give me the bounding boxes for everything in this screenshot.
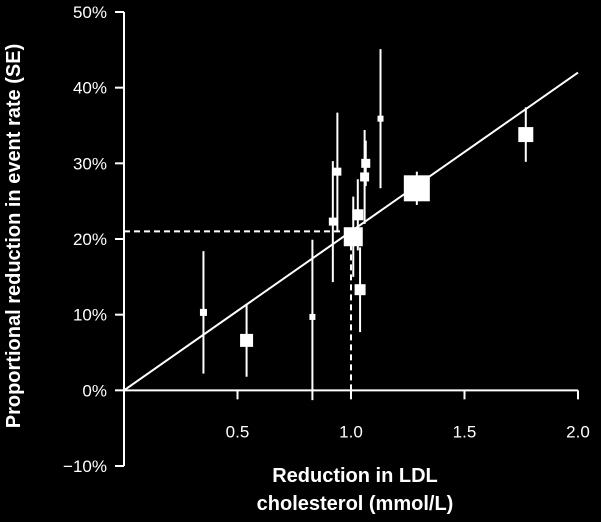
data-point bbox=[240, 333, 254, 347]
x-tick-label: 2.0 bbox=[566, 422, 590, 441]
data-point bbox=[360, 172, 370, 182]
data-point bbox=[333, 167, 342, 176]
y-tick-label: 40% bbox=[73, 79, 107, 98]
data-points bbox=[199, 115, 534, 347]
y-tick-label: 50% bbox=[73, 3, 107, 22]
y-tick-label: 30% bbox=[73, 154, 107, 173]
data-point bbox=[518, 127, 534, 143]
x-tick-label: 1.0 bbox=[339, 422, 363, 441]
y-tick-label: 10% bbox=[73, 306, 107, 325]
data-point bbox=[199, 308, 207, 316]
y-tick-label: −10% bbox=[63, 457, 107, 476]
data-point bbox=[328, 217, 337, 226]
x-tick-label: 0.5 bbox=[226, 422, 250, 441]
data-point bbox=[354, 284, 366, 296]
data-point bbox=[361, 158, 371, 168]
data-point bbox=[309, 313, 316, 320]
x-axis-title-line-1: Reduction in LDL bbox=[272, 465, 438, 487]
y-tick-label: 20% bbox=[73, 230, 107, 249]
data-point bbox=[377, 115, 384, 122]
data-point bbox=[352, 209, 364, 221]
x-tick-label: 1.5 bbox=[453, 422, 477, 441]
ticks bbox=[115, 11, 579, 467]
y-axis-title: Proportional reduction in event rate (SE… bbox=[3, 44, 25, 429]
error-bars bbox=[202, 49, 527, 401]
reference-lines bbox=[124, 230, 352, 391]
data-point bbox=[403, 175, 430, 202]
reference-dashed-line bbox=[124, 230, 352, 391]
tick-labels: −10% 0% 10% 20% 30% 40% 50% 0.5 1.0 1.5 2.0 bbox=[63, 3, 590, 476]
x-axis-title-line-2: cholesterol (mmol/L) bbox=[257, 493, 454, 515]
y-tick-label: 0% bbox=[82, 381, 107, 400]
data-point bbox=[343, 227, 363, 247]
